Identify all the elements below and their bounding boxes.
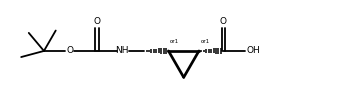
Text: O: O (220, 17, 227, 26)
Text: O: O (93, 17, 100, 26)
Text: NH: NH (116, 46, 129, 55)
Text: or1: or1 (201, 39, 210, 44)
Text: OH: OH (247, 46, 261, 55)
Text: O: O (66, 46, 73, 55)
Text: or1: or1 (170, 39, 179, 44)
